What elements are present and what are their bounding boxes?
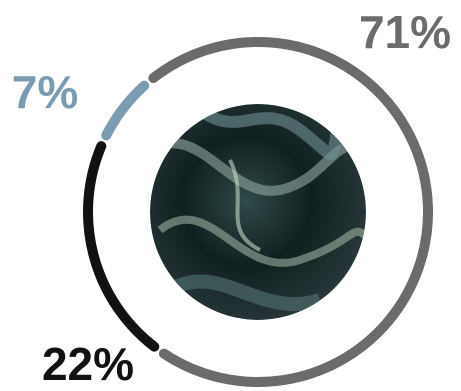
value-label: 71%: [359, 6, 451, 58]
ring-segment: [148, 37, 433, 387]
ring-segment: [101, 80, 150, 141]
ring-segment: [83, 141, 160, 352]
center-image: [150, 104, 366, 320]
value-label: 22%: [42, 338, 134, 390]
value-label: 7%: [12, 66, 78, 118]
